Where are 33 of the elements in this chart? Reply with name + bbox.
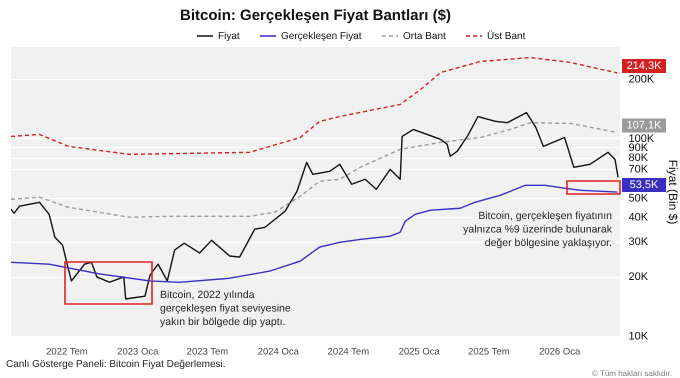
x-tick-label: 2023 Oca [117, 346, 160, 358]
x-tick-label: 2023 Tem [186, 346, 228, 358]
legend-label: Üst Bant [487, 30, 526, 42]
line-series [11, 184, 618, 283]
annotation: Bitcoin, 2022 yılında gerçekleşen fiyat seviyesine yakın bir bölgede dip yaptı. [160, 289, 291, 328]
text: © Tüm hakları saklıdır. [592, 369, 672, 378]
y-tick-label: 200K [628, 73, 655, 86]
y-axis-title: Fiyat (Bin $) [666, 160, 680, 224]
line-series [11, 112, 619, 300]
y-tick-label: 80K [628, 152, 649, 164]
y-tick-label: 20K [628, 271, 649, 284]
x-tick-label: 2024 Tem [328, 346, 370, 358]
x-tick-label: 2025 Tem [468, 346, 510, 358]
text: Canlı Gösterge Paneli: Bitcoin Fiyat Değerlemesi. [6, 359, 226, 370]
legend-label: Orta Bant [403, 31, 446, 42]
y-tick-label: 90K [628, 142, 649, 154]
line-series [11, 56, 618, 156]
annotation: Bitcoin, gerçekleşen fiyatının yalnızca %9 üzerinde bulunarak değer bölgesine yaklaşıyor. [463, 210, 613, 249]
y-tick-label: 30K [628, 236, 649, 248]
x-tick-label: 2024 Oca [258, 346, 300, 358]
legend-label: Gerçekleşen Fiyat [281, 31, 362, 42]
x-tick-label: 2022 Tem [46, 346, 88, 358]
data-label: 214,3K [626, 60, 662, 72]
y-tick-label: 50K [628, 192, 649, 204]
chart-title: Bitcoin: Gerçekleşen Fiyat Bantları ($) [180, 7, 451, 24]
data-label: 53,5K [630, 179, 660, 192]
y-tick-label: 70K [628, 163, 649, 176]
x-tick-label: 2025 Oca [398, 346, 440, 358]
data-label: 107,1K [626, 119, 662, 132]
y-tick-label: 10K [628, 330, 649, 342]
x-tick-label: 2026 Oca [539, 346, 581, 358]
legend-label: Fiyat [218, 31, 240, 42]
y-tick-label: 40K [628, 212, 649, 224]
